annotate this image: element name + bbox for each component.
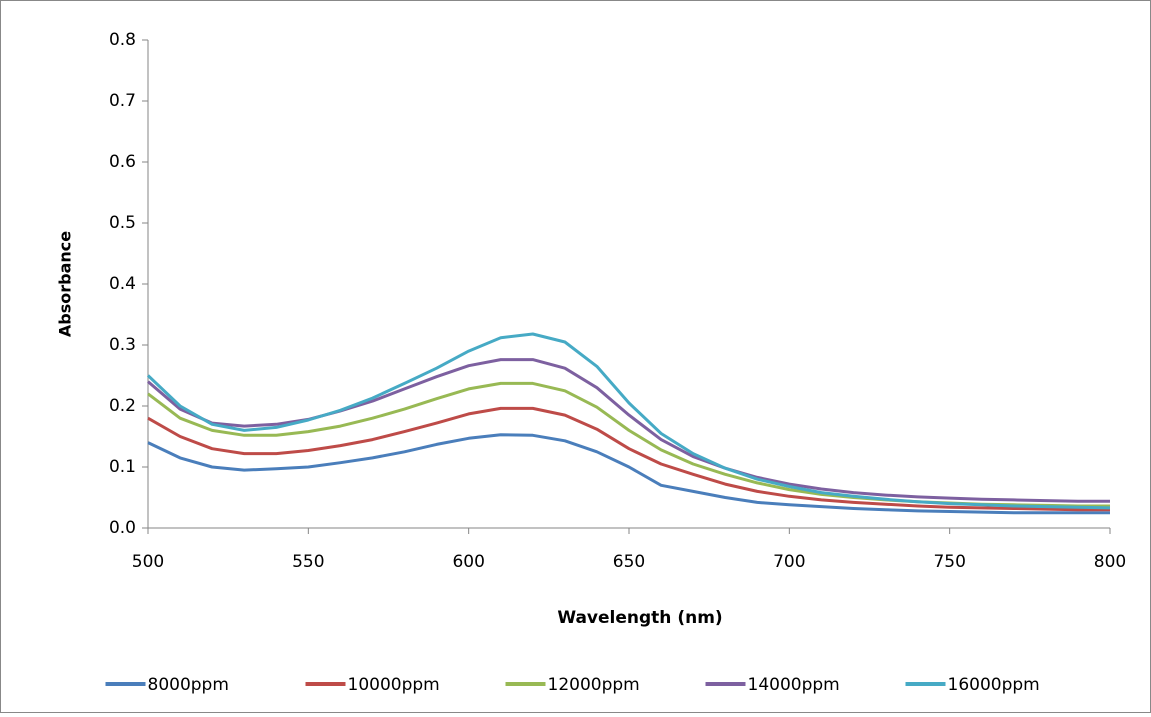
- legend-label: 12000ppm: [548, 675, 640, 695]
- x-tick-label: 550: [292, 552, 324, 572]
- legend-label: 10000ppm: [348, 675, 440, 695]
- x-tick-label: 800: [1094, 552, 1126, 572]
- legend-label: 8000ppm: [148, 675, 229, 695]
- y-axis-label: Absorbance: [56, 231, 75, 337]
- y-tick-label: 0.4: [109, 274, 136, 294]
- x-tick-label: 600: [452, 552, 484, 572]
- y-tick-label: 0.2: [109, 396, 136, 416]
- y-tick-label: 0.1: [109, 457, 136, 477]
- y-tick-label: 0.3: [109, 335, 136, 355]
- series-line: [146, 332, 1111, 510]
- y-tick-label: 0.7: [109, 91, 136, 111]
- y-tick-label: 0.0: [109, 518, 136, 538]
- y-tick-label: 0.8: [109, 30, 136, 50]
- x-tick-label: 700: [773, 552, 805, 572]
- legend-label: 14000ppm: [748, 675, 840, 695]
- series-line: [147, 433, 1110, 515]
- y-tick-label: 0.5: [109, 213, 136, 233]
- x-axis-label: Wavelength (nm): [557, 608, 722, 628]
- series-line: [147, 406, 1110, 512]
- x-tick-label: 750: [933, 552, 965, 572]
- x-tick-label: 650: [613, 552, 645, 572]
- y-tick-label: 0.6: [109, 152, 136, 172]
- x-tick-label: 500: [132, 552, 164, 572]
- legend-label: 16000ppm: [948, 675, 1040, 695]
